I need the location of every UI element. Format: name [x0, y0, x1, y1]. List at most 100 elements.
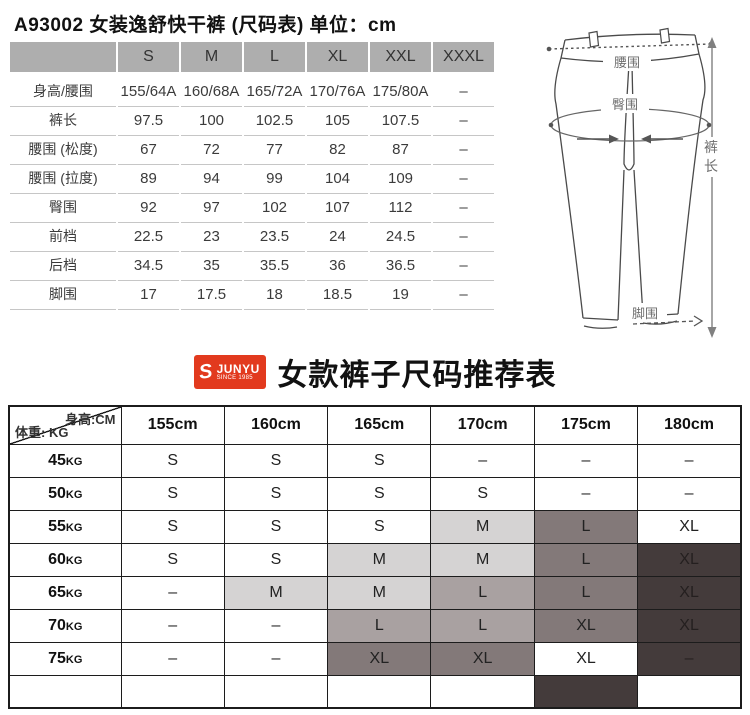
size-cell: –: [433, 194, 494, 223]
size-cell: 97.5: [118, 107, 179, 136]
size-recommend-cell: [223, 674, 329, 709]
junyu-logo-icon: S: [197, 360, 215, 384]
size-cell: 82: [307, 136, 368, 165]
size-col-header: M: [181, 42, 242, 72]
size-table-row: 后档 34.5 35 35.5 36 36.5 –: [10, 252, 506, 281]
size-recommend-cell: –: [637, 476, 742, 511]
weight-row-label: 60KG: [8, 542, 122, 577]
weight-row-label: 50KG: [8, 476, 122, 511]
size-col-header: XXXL: [433, 42, 494, 72]
waist-measure-label: 腰围: [603, 52, 651, 71]
size-recommend-cell: XL: [533, 608, 639, 643]
size-cell: 72: [181, 136, 242, 165]
size-cell: 87: [370, 136, 431, 165]
size-cell: 107: [307, 194, 368, 223]
size-cell: 35: [181, 252, 242, 281]
size-recommend-cell: –: [533, 476, 639, 511]
size-cell: 19: [370, 281, 431, 310]
size-row-label: 腰围 (拉度): [10, 165, 116, 194]
size-cell: 104: [307, 165, 368, 194]
recommend-row: 55KG S S S M L XL: [8, 509, 742, 544]
height-col-header: 175cm: [533, 405, 639, 445]
size-cell: 24: [307, 223, 368, 252]
recommend-table-title: 女款裤子尺码推荐表: [277, 359, 557, 392]
size-cell: –: [433, 165, 494, 194]
size-table-row: 脚围 17 17.5 18 18.5 19 –: [10, 281, 506, 310]
size-col-header: XL: [307, 42, 368, 72]
size-recommend-cell: L: [430, 575, 535, 610]
size-table-row: 腰围 (拉度) 89 94 99 104 109 –: [10, 165, 506, 194]
size-recommend-cell: –: [637, 443, 742, 478]
size-col-header: XXL: [370, 42, 431, 72]
recommend-row: 70KG – – L L XL XL: [8, 608, 742, 643]
size-cell: 22.5: [118, 223, 179, 252]
size-recommend-cell: XL: [533, 641, 639, 676]
size-recommend-cell: XL: [327, 641, 432, 676]
height-col-header: 160cm: [223, 405, 329, 445]
size-recommend-cell: XL: [637, 542, 742, 577]
size-recommend-cell: L: [533, 575, 639, 610]
size-cell: –: [433, 252, 494, 281]
weight-row-label: 65KG: [8, 575, 122, 610]
size-cell: 36: [307, 252, 368, 281]
recommend-row: 50KG S S S S – –: [8, 476, 742, 511]
size-cell: 36.5: [370, 252, 431, 281]
size-cell: 17: [118, 281, 179, 310]
recommend-row: 65KG – M M L L XL: [8, 575, 742, 610]
size-table-row: 臀围 92 97 102 107 112 –: [10, 194, 506, 223]
size-recommend-cell: S: [327, 476, 432, 511]
size-cell: 23: [181, 223, 242, 252]
size-cell: 23.5: [244, 223, 305, 252]
size-recommend-cell: –: [120, 641, 225, 676]
weight-row-label: 45KG: [8, 443, 122, 478]
size-recommend-cell: L: [533, 542, 639, 577]
size-row-label: 腰围 (松度): [10, 136, 116, 165]
size-cell: 18: [244, 281, 305, 310]
size-recommend-cell: S: [223, 476, 329, 511]
size-recommend-cell: XL: [637, 575, 742, 610]
height-col-header: 155cm: [120, 405, 225, 445]
size-row-label: 裤长: [10, 107, 116, 136]
size-col-header: L: [244, 42, 305, 72]
weight-row-label: 75KG: [8, 641, 122, 676]
size-recommend-cell: M: [430, 542, 535, 577]
recommend-header-row: 身高:CM 体重: KG 155cm 160cm 165cm 170cm 175…: [8, 405, 742, 445]
junyu-logo: S JUNYU SINCE 1985: [193, 355, 266, 389]
size-row-label: 身高/腰围: [10, 78, 116, 107]
height-col-header: 165cm: [327, 405, 432, 445]
size-recommend-cell: S: [223, 542, 329, 577]
size-recommend-cell: S: [430, 476, 535, 511]
ankle-measure-label: 脚围: [623, 303, 667, 322]
size-cell: 155/64A: [118, 78, 179, 107]
size-recommend-cell: [120, 674, 225, 709]
size-table-row: 前档 22.5 23 23.5 24 24.5 –: [10, 223, 506, 252]
size-row-label: 后档: [10, 252, 116, 281]
size-recommend-cell: L: [327, 608, 432, 643]
size-recommend-cell: S: [120, 509, 225, 544]
size-recommend-cell: L: [430, 608, 535, 643]
size-cell: –: [433, 107, 494, 136]
size-cell: 165/72A: [244, 78, 305, 107]
corner-height-label: 身高:CM: [64, 412, 116, 427]
size-recommend-cell: [327, 674, 432, 709]
size-table-row: 腰围 (松度) 67 72 77 82 87 –: [10, 136, 506, 165]
weight-row-label: [8, 674, 122, 709]
size-row-label: 前档: [10, 223, 116, 252]
size-col-header: S: [118, 42, 179, 72]
size-cell: 24.5: [370, 223, 431, 252]
size-cell: 102.5: [244, 107, 305, 136]
recommend-row-empty: [8, 674, 742, 709]
size-recommend-cell: XL: [637, 608, 742, 643]
weight-row-label: 55KG: [8, 509, 122, 544]
size-cell: 170/76A: [307, 78, 368, 107]
size-cell: 175/80A: [370, 78, 431, 107]
size-cell: 92: [118, 194, 179, 223]
size-cell: –: [433, 223, 494, 252]
recommend-row: 60KG S S M M L XL: [8, 542, 742, 577]
size-cell: –: [433, 78, 494, 107]
size-table-row: 身高/腰围 155/64A 160/68A 165/72A 170/76A 17…: [10, 78, 506, 107]
size-recommend-cell: [533, 674, 639, 709]
height-col-header: 180cm: [637, 405, 742, 445]
size-recommend-cell: –: [120, 608, 225, 643]
size-cell: –: [433, 281, 494, 310]
